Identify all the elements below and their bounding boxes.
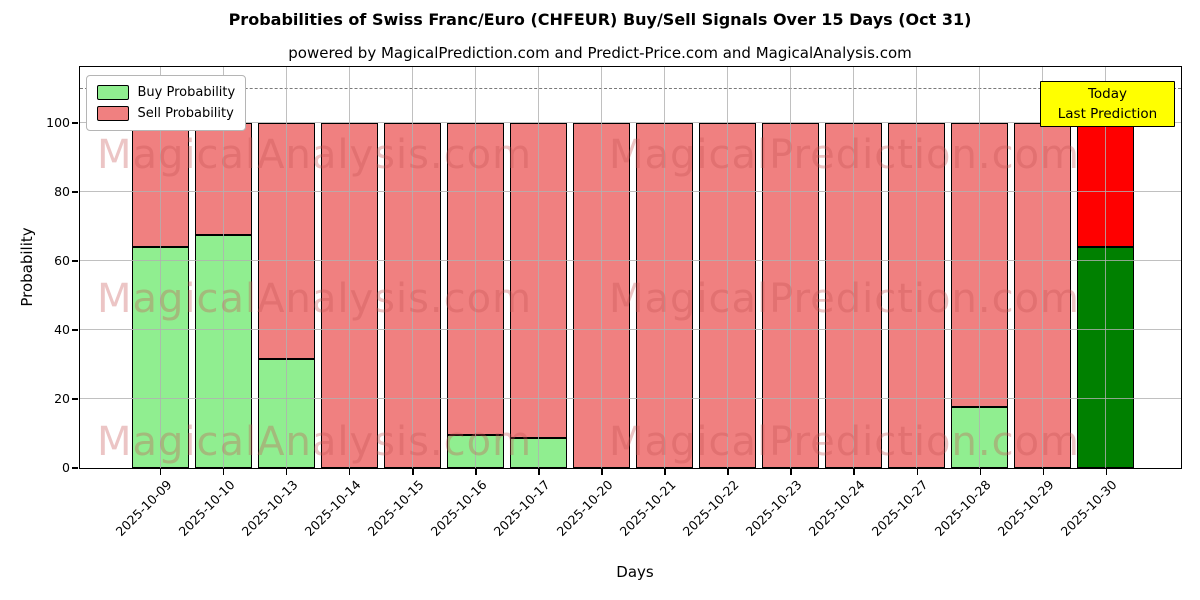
x-tick-label: 2025-10-14 — [301, 477, 364, 539]
y-tick — [72, 191, 78, 193]
legend-sell-label: Sell Probability — [137, 105, 234, 121]
y-tick — [72, 122, 78, 124]
y-tick — [72, 467, 78, 469]
h-gridline — [79, 122, 1181, 123]
x-tick-label: 2025-10-30 — [1058, 477, 1121, 539]
y-tick — [72, 398, 78, 400]
watermark-left: MagicalAnalysis.com — [96, 275, 533, 322]
v-gridline — [1105, 66, 1107, 468]
x-tick — [664, 469, 666, 475]
x-tick — [538, 469, 540, 475]
h-gridline — [79, 329, 1181, 330]
watermark-left: MagicalAnalysis.com — [96, 418, 533, 465]
x-tick — [412, 469, 414, 475]
chart-subtitle: powered by MagicalPrediction.com and Pre… — [288, 44, 912, 62]
y-tick-label: 0 — [62, 459, 70, 475]
v-gridline — [222, 66, 224, 468]
watermark-right: MagicalPrediction.com — [609, 275, 1080, 322]
x-tick — [601, 469, 603, 475]
v-gridline — [853, 66, 855, 468]
x-tick-label: 2025-10-15 — [364, 477, 427, 539]
watermark-right: MagicalPrediction.com — [609, 131, 1080, 178]
buy-probability-swatch — [96, 84, 129, 100]
x-tick-label: 2025-10-20 — [553, 477, 616, 539]
x-tick-label: 2025-10-09 — [112, 477, 175, 539]
x-tick — [1042, 469, 1045, 475]
page-title: Probabilities of Swiss Franc/Euro (CHFEU… — [228, 10, 972, 29]
v-gridline — [537, 66, 539, 468]
x-tick — [285, 469, 288, 475]
v-gridline — [159, 66, 161, 468]
v-gridline — [790, 66, 792, 468]
v-gridline — [979, 66, 981, 468]
x-tick — [790, 469, 792, 475]
v-gridline — [474, 66, 476, 468]
v-gridline — [1042, 66, 1044, 468]
h-gridline — [79, 398, 1181, 399]
v-gridline — [916, 66, 918, 468]
x-tick — [222, 469, 225, 475]
x-tick-label: 2025-10-28 — [931, 477, 994, 539]
y-tick-label: 80 — [54, 183, 70, 199]
x-tick — [727, 469, 729, 475]
legend-item-sell: Sell Probability — [96, 103, 236, 124]
y-tick-label: 40 — [54, 321, 70, 337]
y-tick-label: 60 — [54, 252, 70, 268]
legend: Buy Probability Sell Probability — [85, 74, 247, 131]
x-tick-label: 2025-10-24 — [805, 477, 868, 539]
y-tick-label: 100 — [46, 114, 70, 130]
x-tick — [159, 469, 162, 475]
watermark-left: MagicalAnalysis.com — [96, 131, 533, 178]
x-axis-label: Days — [616, 563, 654, 581]
watermark-right: MagicalPrediction.com — [609, 418, 1080, 465]
x-tick-label: 2025-10-10 — [175, 477, 238, 539]
x-tick — [853, 469, 855, 475]
x-tick — [1105, 469, 1108, 475]
sell-probability-swatch — [96, 105, 129, 121]
y-tick — [72, 260, 78, 262]
x-tick-label: 2025-10-22 — [679, 477, 742, 539]
legend-buy-label: Buy Probability — [137, 84, 236, 100]
h-gridline — [79, 191, 1181, 192]
v-gridline — [348, 66, 350, 468]
v-gridline — [285, 66, 287, 468]
y-tick — [72, 329, 78, 331]
plot-area: Buy Probability Sell Probability Magical… — [78, 65, 1182, 469]
x-tick — [348, 469, 351, 475]
dashed-guide-line — [79, 88, 1181, 89]
v-gridline — [664, 66, 666, 468]
today-annotation-line1: Today — [1087, 86, 1128, 102]
x-tick-label: 2025-10-23 — [742, 477, 805, 539]
x-tick-label: 2025-10-27 — [868, 477, 931, 539]
x-tick — [916, 469, 919, 475]
x-tick-label: 2025-10-13 — [238, 477, 301, 539]
v-gridline — [727, 66, 729, 468]
legend-item-buy: Buy Probability — [96, 82, 236, 103]
v-gridline — [411, 66, 413, 468]
x-tick — [979, 469, 982, 475]
x-tick-label: 2025-10-29 — [995, 477, 1058, 539]
x-tick-label: 2025-10-17 — [490, 477, 553, 539]
v-gridline — [600, 66, 602, 468]
x-tick — [475, 469, 477, 475]
h-gridline — [79, 260, 1181, 261]
today-annotation: Today Last Prediction — [1040, 81, 1175, 127]
today-annotation-line2: Last Prediction — [1057, 106, 1158, 122]
x-tick-label: 2025-10-16 — [427, 477, 490, 539]
y-tick-label: 20 — [54, 390, 70, 406]
